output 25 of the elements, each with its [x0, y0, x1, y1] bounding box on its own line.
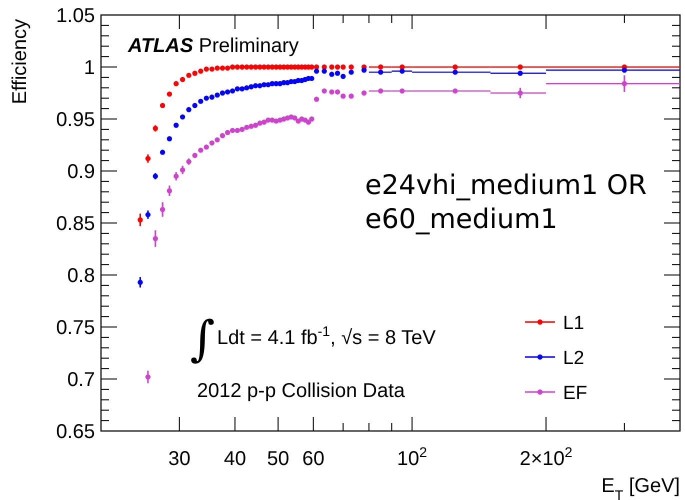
y-tick-label: 0.9 — [67, 161, 95, 183]
y-tick-label: 0.7 — [67, 369, 95, 391]
legend-label: EF — [563, 383, 588, 404]
legend-label: L1 — [563, 313, 584, 334]
annotation: 2012 p-p Collision Data — [197, 380, 406, 402]
integral-sign: ∫ — [190, 311, 216, 367]
x-tick-label: 2×10$^{2}$ — [520, 444, 573, 470]
text: Ldt = 4.1 fb$^{-1}$, √s = 8 TeV — [217, 323, 436, 349]
y-tick-label: 0.85 — [56, 213, 95, 235]
x-axis-title: E$_{T}$ [GeV] — [601, 475, 680, 500]
y-tick-label: 1.05 — [56, 5, 95, 27]
x-tick-label: 50 — [266, 448, 290, 470]
y-tick-label: 0.8 — [67, 265, 95, 287]
annotation: e24vhi_medium1 OR e60_medium1 — [365, 170, 647, 235]
y-tick-label: 0.65 — [56, 421, 95, 443]
x-tick-label: 30 — [168, 448, 190, 470]
y-axis-title: Efficiency — [9, 19, 31, 104]
x-tick-label: 10$^{2}$ — [397, 444, 428, 470]
y-tick-label: 0.75 — [56, 317, 95, 339]
annotation: ATLAS Preliminary — [127, 35, 299, 57]
legend-label: L2 — [563, 348, 584, 369]
x-tick-label: 60 — [302, 448, 324, 470]
y-tick-label: 1 — [84, 57, 95, 79]
y-tick-label: 0.95 — [56, 109, 95, 131]
x-tick-label: 40 — [224, 448, 246, 470]
